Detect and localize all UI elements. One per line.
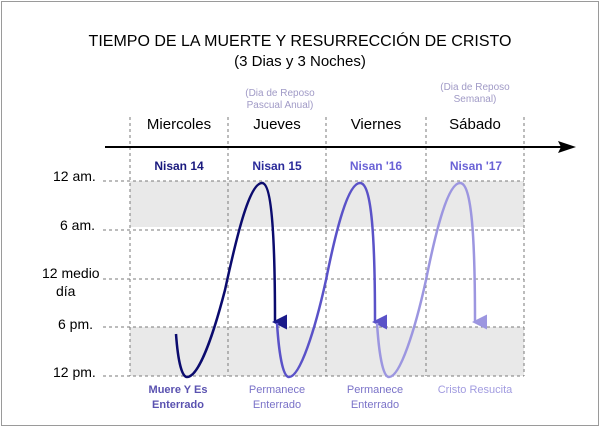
note-semanal: (Dia de Reposo Semanal) [440,82,510,105]
caption-permanece-2: Permanece Enterrado [346,384,404,411]
night-band-bottom [130,327,524,376]
nisan-15: Nisan 15 [252,159,302,173]
diagram-title: TIEMPO DE LA MUERTE Y RESURRECCIÓN DE CR… [88,33,512,50]
caption-muere: Muere Y Es Enterrado [148,384,208,411]
time-label-6am: 6 am. [60,217,96,233]
diagram-subtitle: (3 Dias y 3 Noches) [234,53,366,70]
night-band-top [130,181,524,227]
time-label-12mid-day: día [56,283,76,299]
day-label-viernes: Viernes [350,116,402,133]
time-axis-arrowhead [558,141,576,153]
time-label-12am: 12 am. [53,168,96,184]
day-label-jueves: Jueves [253,116,301,133]
time-label-12pm: 12 pm. [53,364,96,380]
note-pascual: (Dia de Reposo Pascual Anual) [245,88,315,111]
nisan-14: Nisan 14 [154,159,204,173]
caption-permanece-1: Permanece Enterrado [248,384,306,411]
time-label-12mid: 12 medio [42,265,100,281]
nisan-16: Nisan '16 [349,159,403,173]
day-label-sabado: Sábado [449,116,501,133]
curve-thu-fri [275,181,388,379]
day-label-miercoles: Miercoles [146,116,212,133]
caption-resucita: Cristo Resucita [437,384,513,396]
vertical-separators [129,117,525,376]
nisan-17: Nisan '17 [449,159,503,173]
curve-wed-thu [174,181,288,379]
curve-fri-sat [375,181,488,379]
time-label-6pm: 6 pm. [58,316,94,332]
